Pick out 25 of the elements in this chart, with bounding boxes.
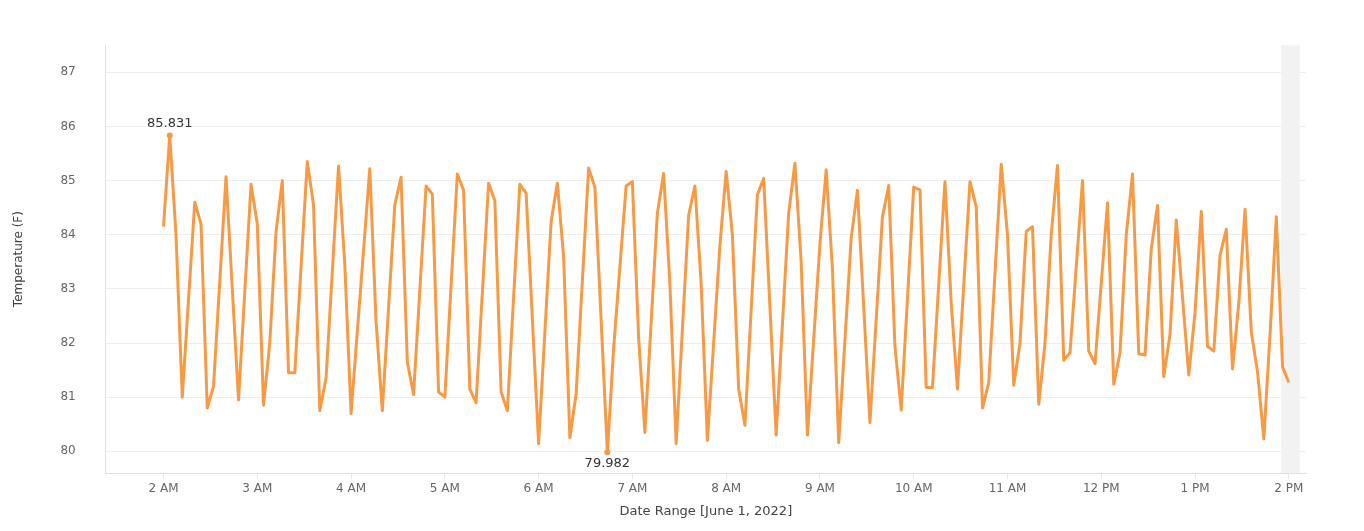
y-tick-label: 81 <box>60 389 76 404</box>
y-tick-label: 83 <box>60 281 76 296</box>
y-tick-label: 80 <box>60 443 76 458</box>
x-tick-label: 6 AM <box>523 481 554 496</box>
annotation: 79.982 <box>584 455 631 471</box>
x-tick-label: 3 AM <box>242 481 273 496</box>
x-tick-label: 5 AM <box>429 481 460 496</box>
x-tick-label: 11 AM <box>988 481 1027 496</box>
x-tick-label: 4 AM <box>336 481 367 496</box>
x-tick-label: 9 AM <box>804 481 835 496</box>
y-tick-label: 82 <box>60 335 76 350</box>
y-tick-label: 85 <box>60 172 76 187</box>
x-tick-label: 10 AM <box>894 481 933 496</box>
x-tick-label: 8 AM <box>711 481 742 496</box>
x-tick-label: 2 AM <box>148 481 179 496</box>
x-axis-title: Date Range [June 1, 2022] <box>619 502 793 518</box>
x-tick-label: 2 PM <box>1274 481 1304 496</box>
y-tick-label: 87 <box>60 64 76 79</box>
y-tick-label: 86 <box>60 118 76 133</box>
x-tick-label: 7 AM <box>617 481 648 496</box>
y-tick-label: 84 <box>60 226 76 241</box>
y-axis-title: Temperature (F) <box>11 211 26 309</box>
x-tick-label: 1 PM <box>1180 481 1210 496</box>
annotation: 85.831 <box>147 115 193 131</box>
x-tick-label: 12 PM <box>1082 481 1120 496</box>
